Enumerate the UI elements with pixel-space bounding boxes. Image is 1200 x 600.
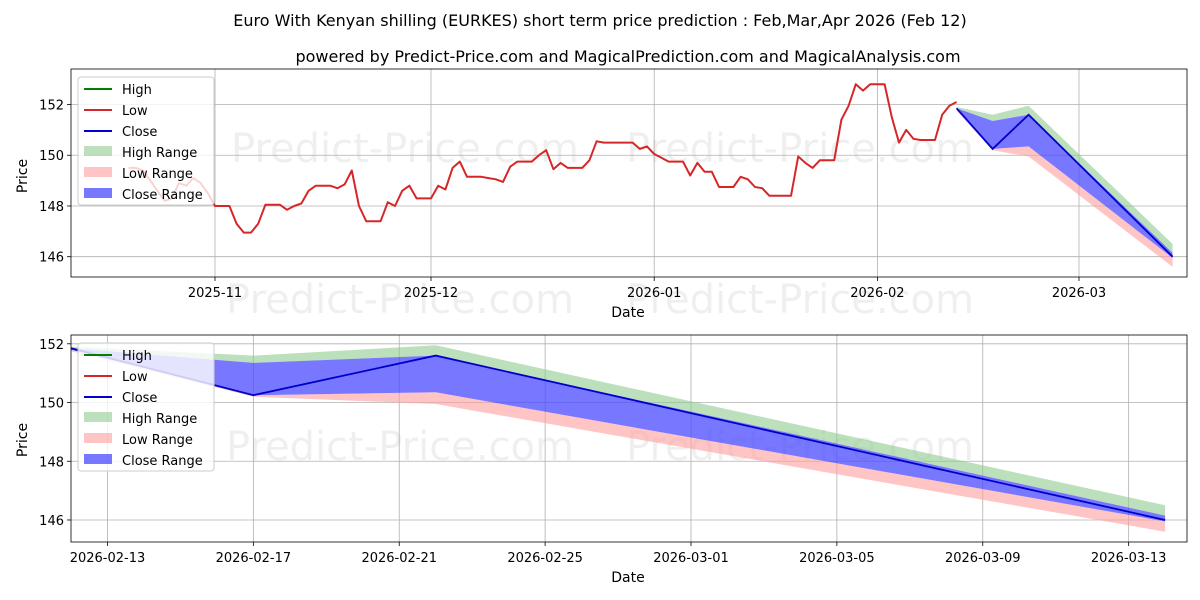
top-chart-xlabel: Date — [611, 305, 644, 321]
legend-close-range-label: Close Range — [122, 188, 203, 203]
watermark-bot-1: Predict-Price.com — [226, 424, 574, 470]
watermark-mid-2: Predict-Price.com — [626, 277, 974, 323]
legend-high-label: High — [122, 349, 152, 364]
top-chart-legend: High Low Close High Range Low Range Clos… — [77, 76, 215, 206]
legend-close-label: Close — [122, 391, 157, 406]
bottom-chart-forecast-bands — [71, 345, 1166, 532]
bottom-chart-ylabel: Price — [15, 423, 31, 457]
legend-high-range-label: High Range — [122, 146, 197, 161]
bottom-y-tick-label: 152 — [39, 338, 64, 353]
bottom-x-tick-label: 2026-03-13 — [1091, 551, 1167, 566]
legend-low-range-label: Low Range — [122, 433, 193, 448]
legend-close-label: Close — [122, 125, 157, 140]
bottom-chart-frame — [70, 334, 1188, 543]
top-chart-forecast-bands — [956, 105, 1173, 267]
top-low-history-line — [128, 83, 958, 234]
bottom-x-tick-label: 2026-02-17 — [216, 551, 292, 566]
legend-high-range-label: High Range — [122, 412, 197, 427]
top-chart-ylabel: Price — [15, 159, 31, 193]
bottom-chart-ticks: 2026-02-13 2026-02-17 2026-02-21 2026-02-25… — [39, 338, 1166, 566]
bottom-x-tick-label: 2026-02-25 — [507, 551, 583, 566]
bottom-low-range-band — [71, 349, 1166, 532]
chart-subtitle: powered by Predict-Price.com and Magical… — [295, 47, 960, 66]
top-close-range-band — [956, 108, 1173, 258]
legend-close-range-label: Close Range — [122, 454, 203, 469]
legend-low-label: Low — [122, 370, 148, 385]
legend-high-label: High — [122, 83, 152, 98]
top-x-tick-label: 2026-03 — [1052, 286, 1106, 301]
bottom-x-tick-label: 2026-03-09 — [945, 551, 1021, 566]
top-y-tick-label: 146 — [39, 251, 64, 266]
chart-title: Euro With Kenyan shilling (EURKES) short… — [233, 11, 966, 30]
bottom-x-tick-label: 2026-02-21 — [361, 551, 437, 566]
watermark-top-2: Predict-Price.com — [626, 126, 974, 172]
top-chart-series — [128, 83, 1174, 258]
bottom-y-tick-label: 150 — [39, 397, 64, 412]
bottom-y-tick-label: 146 — [39, 514, 64, 529]
bottom-x-tick-label: 2026-03-01 — [653, 551, 729, 566]
watermark-mid-1: Predict-Price.com — [226, 277, 574, 323]
legend-low-label: Low — [122, 104, 148, 119]
top-chart-grid — [71, 69, 1187, 277]
top-y-tick-label: 150 — [39, 149, 64, 164]
legend-low-range-label: Low Range — [122, 167, 193, 182]
legend-low-range-swatch — [84, 167, 112, 177]
top-x-tick-label: 2025-12 — [404, 286, 458, 301]
bottom-chart-xlabel: Date — [611, 570, 644, 586]
bottom-chart-axes: 2026-02-13 2026-02-17 2026-02-21 2026-02-25… — [15, 334, 1188, 586]
top-close-line — [955, 107, 1174, 258]
top-x-tick-label: 2025-11 — [188, 286, 242, 301]
top-chart-axes: 2025-11 2025-12 2026-01 2026-02 2026-03 146 14… — [15, 68, 1188, 321]
legend-high-range-swatch — [84, 412, 112, 422]
bottom-x-tick-label: 2026-03-05 — [799, 551, 875, 566]
watermark-top-1: Predict-Price.com — [231, 126, 579, 172]
legend-low-range-swatch — [84, 433, 112, 443]
legend-high-range-swatch — [84, 146, 112, 156]
bottom-close-range-band — [71, 348, 1166, 522]
bottom-chart-legend: High Low Close High Range Low Range Clos… — [77, 342, 215, 472]
bottom-y-tick-label: 148 — [39, 455, 64, 470]
top-low-range-band — [956, 109, 1173, 267]
top-y-tick-label: 148 — [39, 200, 64, 215]
top-chart-frame — [70, 68, 1188, 278]
legend-close-range-swatch — [84, 454, 112, 464]
top-x-tick-label: 2026-01 — [627, 286, 681, 301]
legend-close-range-swatch — [84, 188, 112, 198]
top-y-tick-label: 152 — [39, 99, 64, 114]
top-x-tick-label: 2026-02 — [850, 286, 904, 301]
bottom-x-tick-label: 2026-02-13 — [70, 551, 146, 566]
top-chart-ticks: 2025-11 2025-12 2026-01 2026-02 2026-03 146 14… — [39, 99, 1106, 301]
